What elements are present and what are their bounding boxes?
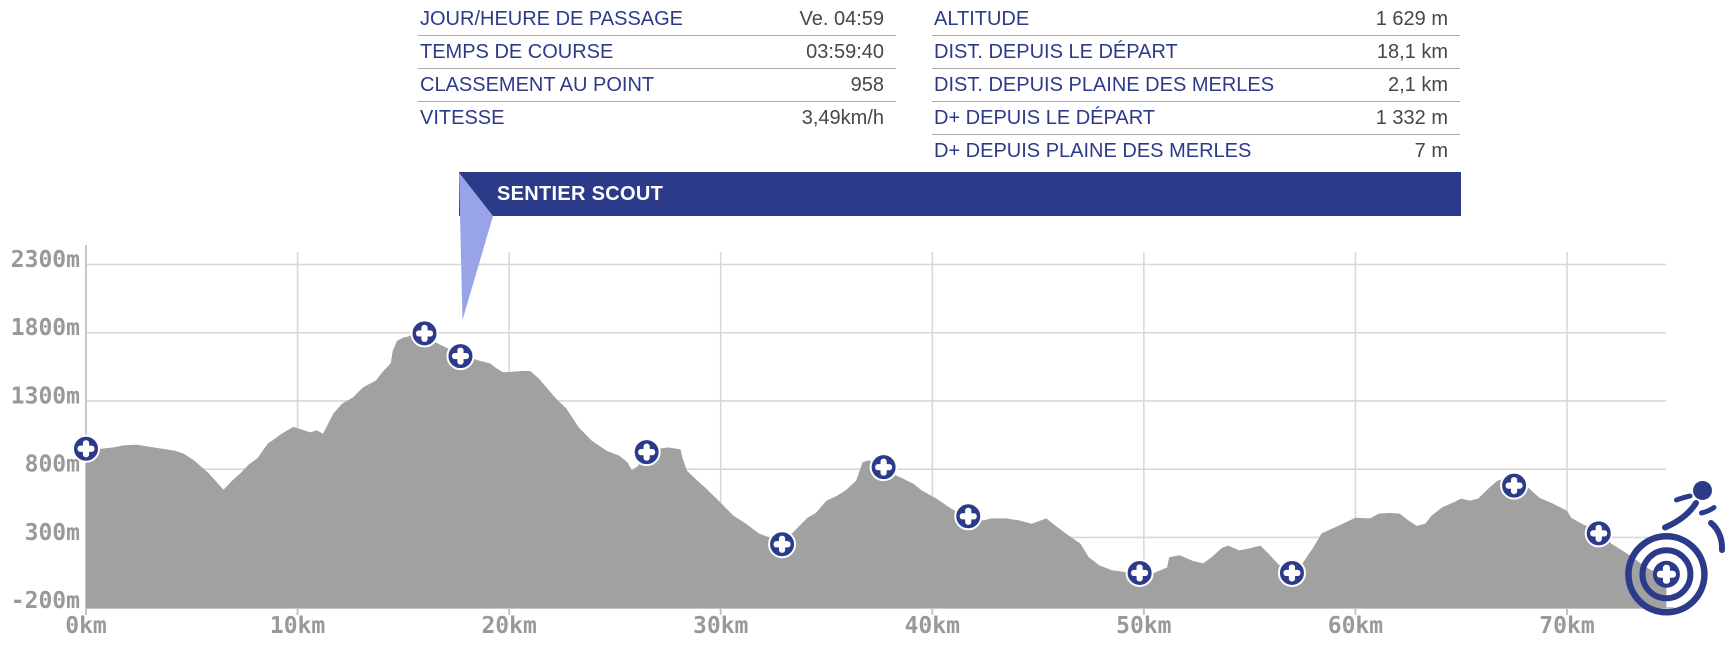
x-axis-tick-label: 60km <box>1328 613 1383 639</box>
runner-icon <box>1662 481 1726 553</box>
finish-marker[interactable] <box>1625 533 1708 616</box>
info-value: 03:59:40 <box>806 40 884 63</box>
checkpoint-marker[interactable] <box>410 319 439 348</box>
x-axis-tick-label: 50km <box>1116 613 1171 639</box>
y-axis-tick-label: 1800m <box>11 315 80 341</box>
point-info-table: ALTITUDE 1 629 m DIST. DEPUIS LE DÉPART 18,… <box>932 3 1460 167</box>
checkpoint-marker[interactable] <box>72 434 100 463</box>
info-row: D+ DEPUIS PLAINE DES MERLES 7 m <box>932 135 1460 167</box>
checkpoint-marker[interactable] <box>446 342 475 371</box>
info-label: D+ DEPUIS PLAINE DES MERLES <box>934 139 1252 162</box>
info-value: 958 <box>850 73 884 96</box>
info-row: TEMPS DE COURSE 03:59:40 <box>418 36 896 69</box>
info-row: ALTITUDE 1 629 m <box>932 3 1460 36</box>
y-axis-tick-label: -200m <box>11 588 80 614</box>
checkpoint-name: SENTIER SCOUT <box>497 182 664 205</box>
info-row: D+ DEPUIS LE DÉPART 1 332 m <box>932 102 1460 135</box>
info-label: D+ DEPUIS LE DÉPART <box>934 106 1155 129</box>
info-label: TEMPS DE COURSE <box>420 40 614 63</box>
info-row: CLASSEMENT AU POINT 958 <box>418 69 896 102</box>
info-row: DIST. DEPUIS PLAINE DES MERLES 2,1 km <box>932 69 1460 102</box>
x-axis-tick-label: 10km <box>270 613 325 639</box>
checkpoint-marker[interactable] <box>1500 471 1529 500</box>
checkpoint-marker[interactable] <box>1584 519 1613 548</box>
y-axis-tick-label: 300m <box>25 520 80 546</box>
checkpoint-marker[interactable] <box>768 530 797 559</box>
x-axis-tick-label: 30km <box>693 613 748 639</box>
info-label: ALTITUDE <box>934 7 1030 30</box>
checkpoint-marker[interactable] <box>954 502 983 531</box>
x-axis-tick-label: 0km <box>65 613 107 639</box>
info-label: DIST. DEPUIS PLAINE DES MERLES <box>934 73 1275 96</box>
info-row: VITESSE 3,49km/h <box>418 102 896 134</box>
checkpoint-marker[interactable] <box>632 438 661 467</box>
info-label: CLASSEMENT AU POINT <box>420 73 655 96</box>
x-axis-tick-label: 70km <box>1539 613 1594 639</box>
info-value: 2,1 km <box>1387 73 1448 96</box>
x-axis-tick-label: 40km <box>905 613 960 639</box>
info-row: JOUR/HEURE DE PASSAGE Ve. 04:59 <box>418 3 896 36</box>
y-axis-tick-label: 1300m <box>11 383 80 409</box>
info-value: 18,1 km <box>1376 40 1448 63</box>
info-label: JOUR/HEURE DE PASSAGE <box>420 7 684 30</box>
info-value: Ve. 04:59 <box>799 7 884 30</box>
info-value: 7 m <box>1414 139 1448 162</box>
y-axis-tick-label: 2300m <box>11 247 80 273</box>
info-label: VITESSE <box>420 106 505 129</box>
y-axis-tick-label: 800m <box>25 452 80 478</box>
info-value: 1 332 m <box>1375 106 1448 129</box>
info-value: 1 629 m <box>1375 7 1448 30</box>
info-label: DIST. DEPUIS LE DÉPART <box>934 40 1178 63</box>
info-value: 3,49km/h <box>801 106 884 129</box>
checkpoint-marker[interactable] <box>1277 558 1306 587</box>
passage-info-table: JOUR/HEURE DE PASSAGE Ve. 04:59 TEMPS DE C… <box>418 3 896 134</box>
checkpoint-marker[interactable] <box>869 453 898 482</box>
x-axis-tick-label: 20km <box>481 613 536 639</box>
checkpoint-banner: SENTIER SCOUT <box>459 172 1461 216</box>
checkpoint-marker[interactable] <box>1125 558 1154 587</box>
info-row: DIST. DEPUIS LE DÉPART 18,1 km <box>932 36 1460 69</box>
tooltip-pointer <box>459 172 493 320</box>
